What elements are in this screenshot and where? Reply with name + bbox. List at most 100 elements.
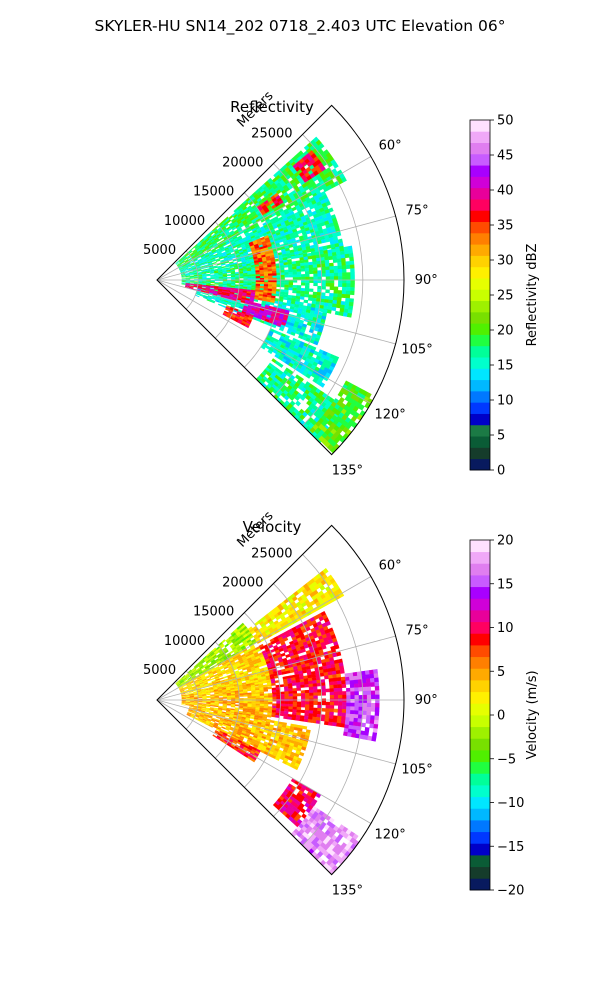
colorbar-swatch bbox=[470, 345, 490, 358]
colorbar-tick-label: 30 bbox=[497, 254, 514, 269]
radial-tick-label: 20000 bbox=[222, 576, 263, 591]
azimuth-tick-label: 135° bbox=[332, 883, 363, 898]
colorbar-swatch bbox=[470, 540, 490, 553]
colorbar-tick-label: 50 bbox=[497, 114, 514, 129]
colorbar-swatch bbox=[470, 820, 490, 833]
colorbar-swatch bbox=[470, 334, 490, 347]
echo-region-1 bbox=[178, 190, 345, 276]
azimuth-tick-label: 60° bbox=[379, 558, 402, 573]
colorbar-swatch bbox=[470, 656, 490, 669]
colorbar-swatch bbox=[470, 447, 490, 460]
colorbar-tick-label: 20 bbox=[497, 534, 514, 549]
colorbar-swatch bbox=[470, 668, 490, 681]
azimuth-spoke bbox=[156, 699, 372, 824]
colorbar-swatch bbox=[470, 210, 490, 223]
reflectivity-panel: Reflectivity500010000150002000025000Mete… bbox=[143, 88, 540, 478]
colorbar-swatch bbox=[470, 165, 490, 177]
colorbar-swatch bbox=[470, 199, 490, 211]
echo-region-10 bbox=[184, 283, 256, 306]
colorbar-swatch bbox=[470, 785, 490, 798]
azimuth-tick-label: 105° bbox=[401, 763, 432, 778]
colorbar-swatch bbox=[470, 436, 490, 448]
colorbar-swatch bbox=[470, 598, 490, 611]
colorbar-tick-label: −15 bbox=[497, 840, 524, 855]
echo-region-5 bbox=[343, 669, 380, 742]
colorbar-tick-label: 10 bbox=[497, 394, 514, 409]
radial-tick-label: 5000 bbox=[143, 243, 176, 258]
radial-tick-label: 20000 bbox=[222, 156, 263, 171]
colorbar-swatch bbox=[470, 120, 490, 132]
azimuth-spoke bbox=[156, 279, 372, 404]
echo-region-4 bbox=[260, 328, 340, 388]
colorbar-tick-label: 15 bbox=[497, 577, 514, 592]
echo-region-1 bbox=[247, 568, 345, 644]
radial-tick-label: 15000 bbox=[193, 605, 234, 620]
azimuth-spoke bbox=[156, 699, 396, 765]
azimuth-tick-label: 60° bbox=[379, 138, 402, 153]
colorbar-swatch bbox=[470, 221, 490, 234]
colorbar-swatch bbox=[470, 586, 490, 599]
colorbar-tick-label: 10 bbox=[497, 621, 514, 636]
colorbar-swatch bbox=[470, 379, 490, 392]
echo-region-8 bbox=[272, 778, 322, 828]
panel-title: Reflectivity bbox=[230, 98, 314, 116]
colorbar-tick-label: 5 bbox=[497, 429, 505, 444]
radial-tick-label: 25000 bbox=[251, 546, 292, 561]
radial-tick-label: 10000 bbox=[164, 634, 205, 649]
colorbar-tick-label: 0 bbox=[497, 464, 505, 479]
colorbar-tick-label: 45 bbox=[497, 149, 514, 164]
radial-tick-label: 15000 bbox=[193, 185, 234, 200]
radar-echo-field bbox=[175, 568, 380, 875]
colorbar-swatch bbox=[470, 796, 490, 809]
colorbar-swatch bbox=[470, 575, 490, 588]
colorbar-swatch bbox=[470, 390, 490, 403]
colorbar-tick-label: 20 bbox=[497, 324, 514, 339]
colorbar-swatch bbox=[470, 808, 490, 821]
colorbar-tick-label: −5 bbox=[497, 752, 516, 767]
echo-region-12 bbox=[222, 305, 254, 329]
colorbar-swatch bbox=[470, 402, 490, 414]
colorbar-swatch bbox=[470, 843, 490, 856]
figure-suptitle: SKYLER-HU SN14_202 0718_2.403 UTC Elevat… bbox=[95, 17, 506, 36]
echo-region-0 bbox=[175, 622, 258, 688]
polar-axes-frame bbox=[156, 104, 405, 456]
colorbar-swatch bbox=[470, 153, 490, 166]
colorbar-swatch bbox=[470, 633, 490, 646]
echo-region-7 bbox=[292, 150, 326, 183]
colorbar: −20 −15 −10 −5 0 5 10 15 20 Velocity (m/s) bbox=[469, 534, 540, 899]
colorbar-swatch bbox=[470, 866, 490, 879]
colorbar-swatch bbox=[470, 680, 490, 693]
azimuth-spoke bbox=[156, 156, 372, 281]
colorbar-swatch bbox=[470, 244, 490, 256]
colorbar-swatch bbox=[470, 691, 490, 704]
colorbar-swatch bbox=[470, 621, 490, 634]
colorbar: 0 5 10 15 20 25 30 35 40 45 50 Reflectivity dBZ bbox=[469, 114, 540, 479]
colorbar-swatch bbox=[470, 424, 490, 437]
azimuth-tick-label: 120° bbox=[374, 828, 405, 843]
colorbar-swatch bbox=[470, 368, 490, 381]
echo-region-7 bbox=[212, 730, 261, 763]
colorbar-swatch bbox=[470, 715, 490, 728]
azimuth-tick-label: 75° bbox=[406, 623, 429, 638]
colorbar-tick-label: 5 bbox=[497, 665, 505, 680]
colorbar-swatch bbox=[470, 187, 490, 200]
colorbar-swatch bbox=[470, 750, 490, 763]
azimuth-tick-label: 90° bbox=[415, 273, 438, 288]
colorbar-tick-label: 40 bbox=[497, 184, 514, 199]
azimuth-spoke bbox=[156, 215, 396, 281]
colorbar-label: Reflectivity dBZ bbox=[525, 244, 540, 347]
azimuth-spoke bbox=[156, 576, 372, 701]
colorbar-swatch bbox=[470, 645, 490, 658]
colorbar-swatch bbox=[470, 255, 490, 268]
echo-region-6 bbox=[309, 380, 374, 454]
colorbar-swatch bbox=[470, 855, 490, 868]
colorbar-swatch bbox=[470, 357, 490, 369]
azimuth-tick-label: 135° bbox=[332, 463, 363, 478]
colorbar-swatch bbox=[470, 878, 490, 891]
colorbar-swatch bbox=[470, 176, 490, 189]
radial-tick-label: 10000 bbox=[164, 214, 205, 229]
colorbar-tick-label: 0 bbox=[497, 709, 505, 724]
colorbar-tick-label: 15 bbox=[497, 359, 514, 374]
colorbar-swatch bbox=[470, 761, 490, 774]
